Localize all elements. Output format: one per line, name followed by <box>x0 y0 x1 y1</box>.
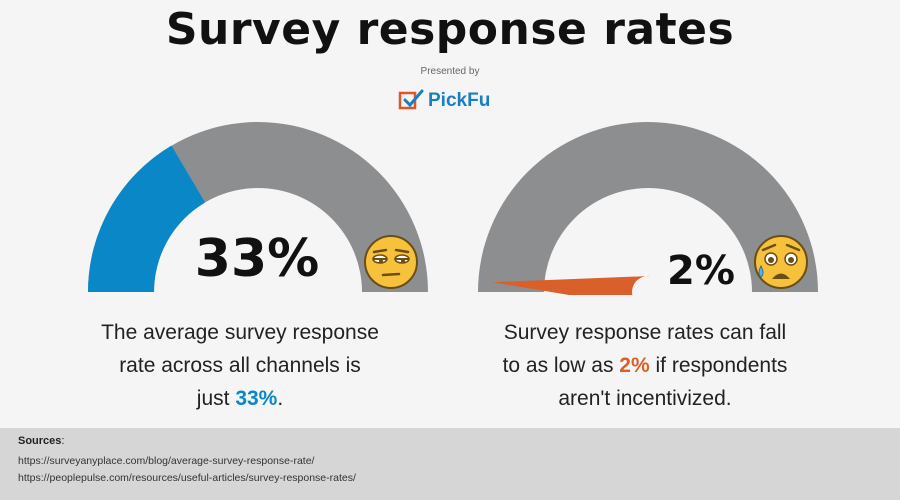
gauge-value-label: 2% <box>667 248 735 294</box>
highlight-value: 33% <box>235 387 278 410</box>
description-text: if respondents <box>649 354 788 377</box>
source-link[interactable]: https://surveyanyplace.com/blog/average-… <box>18 455 315 467</box>
description-line: Survey response rates can fall <box>503 321 787 344</box>
description-minimum: Survey response rates can fall to as low… <box>480 316 810 415</box>
description-text: just <box>196 387 236 410</box>
sources-heading: Sources: <box>18 435 64 447</box>
brand-name: PickFu <box>428 90 491 111</box>
sources-colon: : <box>61 435 65 447</box>
sources-label: Sources <box>18 435 62 447</box>
gauge-value-label: 33% <box>195 229 319 289</box>
description-line: The average survey response <box>101 321 379 344</box>
gauge-needle <box>492 276 650 295</box>
description-line: just 33%. <box>90 382 390 415</box>
gauge-chart-minimum: 2% <box>478 122 818 295</box>
pickfu-logo-icon <box>398 89 424 110</box>
description-text: to as low as <box>502 354 620 377</box>
description-text: . <box>277 387 284 410</box>
presented-by-label: Presented by <box>420 66 480 77</box>
unamused-face-icon <box>364 235 418 289</box>
highlight-value: 2% <box>619 354 650 377</box>
description-line: aren't incentivized. <box>558 387 732 410</box>
source-link[interactable]: https://peoplepulse.com/resources/useful… <box>18 472 356 484</box>
weary-sweat-face-icon <box>754 235 808 289</box>
brand-logo: PickFu <box>398 88 490 114</box>
description-line: to as low as 2% if respondents <box>480 349 810 382</box>
description-average: The average survey response rate across … <box>90 316 390 415</box>
gauge-fill <box>88 145 206 292</box>
description-line: rate across all channels is <box>119 354 361 377</box>
gauge-track <box>478 122 818 292</box>
gauge-chart-average: 33% <box>88 122 428 292</box>
page-title: Survey response rates <box>165 4 735 55</box>
sources-panel: Sources: https://surveyanyplace.com/blog… <box>0 428 900 500</box>
